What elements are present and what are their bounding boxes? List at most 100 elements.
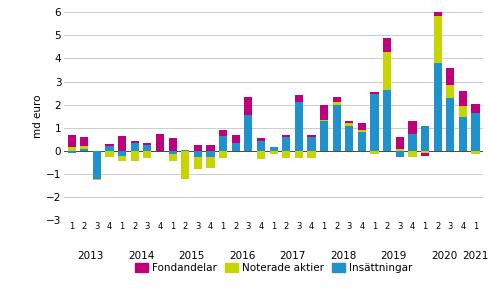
Bar xyxy=(370,94,379,151)
Bar xyxy=(207,145,214,151)
Bar xyxy=(282,135,290,137)
Bar xyxy=(295,103,303,151)
Bar xyxy=(131,143,139,151)
Text: 2013: 2013 xyxy=(77,251,104,261)
Bar xyxy=(434,16,442,63)
Bar xyxy=(219,130,227,136)
Bar xyxy=(207,157,214,168)
Bar xyxy=(434,0,442,16)
Bar xyxy=(80,149,88,151)
Bar xyxy=(383,38,391,51)
Bar xyxy=(471,103,480,113)
Bar xyxy=(421,125,429,151)
Bar xyxy=(459,106,467,118)
Bar xyxy=(383,90,391,151)
Legend: Fondandelar, Noterade aktier, Insättningar: Fondandelar, Noterade aktier, Insättning… xyxy=(131,259,416,278)
Bar xyxy=(207,151,214,157)
Bar xyxy=(68,147,76,151)
Bar xyxy=(307,137,316,151)
Bar xyxy=(131,151,139,161)
Bar xyxy=(345,125,353,151)
Bar xyxy=(194,157,202,170)
Text: 2021: 2021 xyxy=(462,251,489,261)
Bar xyxy=(408,121,417,134)
Bar xyxy=(143,145,151,151)
Bar xyxy=(156,134,164,151)
Bar xyxy=(471,151,480,155)
Bar xyxy=(358,123,366,130)
Text: 2020: 2020 xyxy=(431,251,457,261)
Bar xyxy=(383,51,391,90)
Bar xyxy=(118,151,126,155)
Bar xyxy=(320,121,328,151)
Bar xyxy=(219,136,227,151)
Bar xyxy=(434,63,442,151)
Bar xyxy=(181,150,189,151)
Bar xyxy=(143,151,151,158)
Text: 2015: 2015 xyxy=(178,251,205,261)
Bar xyxy=(80,137,88,146)
Bar xyxy=(471,113,480,151)
Bar xyxy=(232,135,240,143)
Bar xyxy=(106,151,113,157)
Bar xyxy=(93,151,101,179)
Bar xyxy=(219,151,227,158)
Bar xyxy=(333,97,341,103)
Bar xyxy=(232,143,240,151)
Bar xyxy=(459,91,467,106)
Bar xyxy=(80,146,88,149)
Bar xyxy=(106,146,113,151)
Bar xyxy=(270,151,278,155)
Bar xyxy=(446,98,455,151)
Bar xyxy=(421,151,429,153)
Bar xyxy=(408,151,417,157)
Text: 2014: 2014 xyxy=(128,251,154,261)
Bar xyxy=(320,105,328,120)
Bar xyxy=(143,143,151,145)
Bar xyxy=(333,105,341,151)
Bar xyxy=(282,137,290,151)
Bar xyxy=(257,151,265,159)
Bar xyxy=(459,118,467,151)
Bar xyxy=(131,140,139,143)
Bar xyxy=(345,121,353,123)
Bar xyxy=(307,151,316,158)
Bar xyxy=(244,97,252,115)
Text: 2017: 2017 xyxy=(280,251,306,261)
Bar xyxy=(118,136,126,151)
Bar xyxy=(295,151,303,158)
Text: 2018: 2018 xyxy=(330,251,356,261)
Bar xyxy=(446,68,455,85)
Bar xyxy=(194,151,202,157)
Bar xyxy=(93,179,101,180)
Bar xyxy=(358,132,366,151)
Bar xyxy=(333,103,341,105)
Bar xyxy=(396,151,404,157)
Bar xyxy=(257,138,265,140)
Y-axis label: md euro: md euro xyxy=(33,95,43,138)
Bar xyxy=(396,149,404,151)
Bar xyxy=(68,135,76,147)
Bar xyxy=(181,151,189,179)
Bar xyxy=(396,137,404,149)
Bar xyxy=(68,151,76,153)
Bar xyxy=(446,85,455,98)
Bar xyxy=(370,92,379,94)
Bar xyxy=(295,95,303,103)
Bar xyxy=(194,145,202,151)
Bar xyxy=(244,115,252,151)
Text: 2019: 2019 xyxy=(380,251,407,261)
Bar xyxy=(345,123,353,125)
Bar xyxy=(307,135,316,137)
Bar xyxy=(118,155,126,161)
Bar xyxy=(408,134,417,151)
Bar xyxy=(282,151,290,158)
Bar xyxy=(169,151,177,155)
Bar xyxy=(320,120,328,121)
Bar xyxy=(358,130,366,132)
Bar xyxy=(169,155,177,161)
Text: 2016: 2016 xyxy=(229,251,255,261)
Bar xyxy=(421,153,429,155)
Bar xyxy=(270,147,278,151)
Bar xyxy=(257,140,265,151)
